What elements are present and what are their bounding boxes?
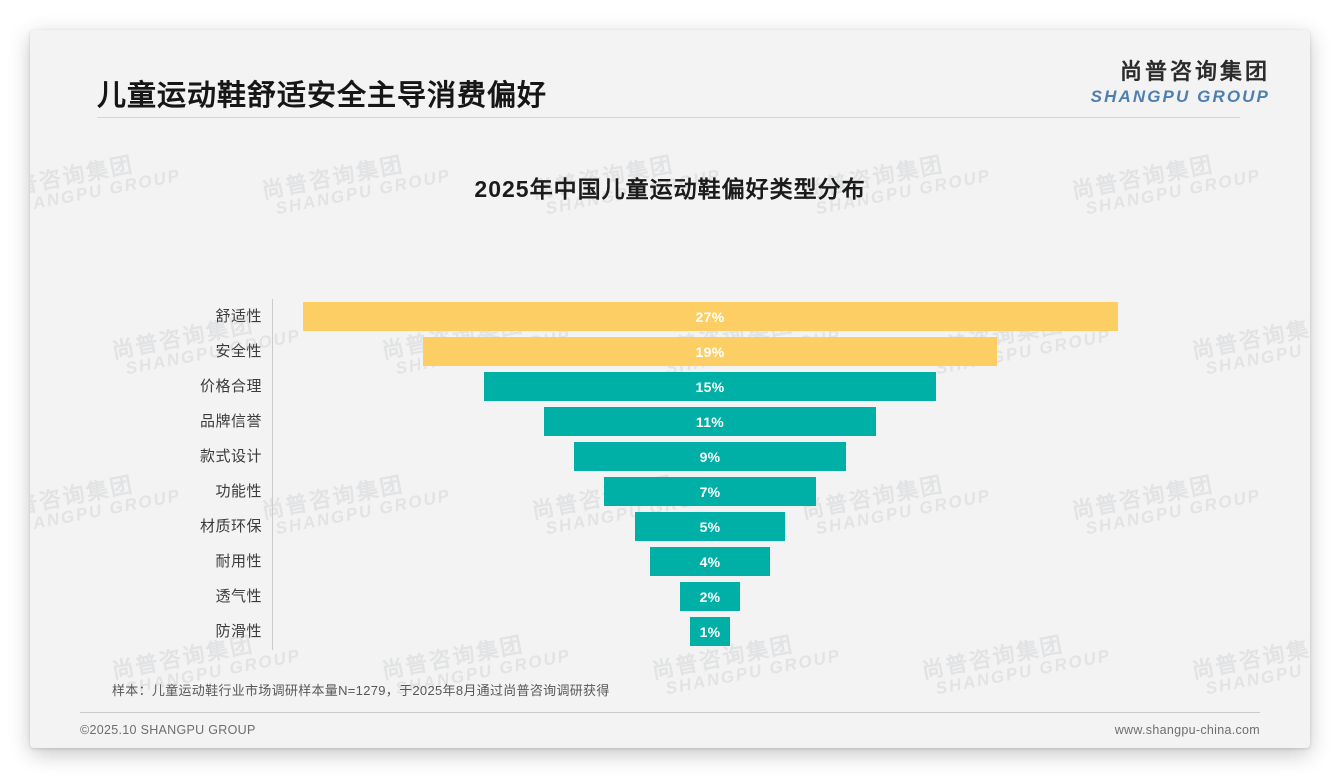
- category-label: 耐用性: [215, 553, 262, 570]
- bar-track: 9%: [273, 439, 1310, 474]
- category-label: 舒适性: [215, 308, 262, 325]
- chart-row: 款式设计 9%: [30, 439, 1310, 474]
- funnel-bar[interactable]: 4%: [649, 547, 771, 576]
- category-label: 价格合理: [199, 378, 262, 395]
- header-divider: [97, 117, 1240, 118]
- bar-track: 2%: [273, 579, 1310, 614]
- bar-track: 5%: [273, 509, 1310, 544]
- brand-logo-cn: 尚普咨询集团: [1119, 59, 1270, 84]
- chart-row: 价格合理 15%: [30, 369, 1310, 404]
- footer-copyright: ©2025.10 SHANGPU GROUP: [80, 723, 256, 737]
- chart-row: 材质环保 5%: [30, 509, 1310, 544]
- bar-track: 15%: [273, 369, 1310, 404]
- slide-card: 尚普咨询集团 SHANGPU GROUP 尚普咨询集团 SHANGPU GROUP 尚普…: [30, 30, 1310, 748]
- chart-row: 品牌信誉 11%: [30, 404, 1310, 439]
- category-label: 品牌信誉: [199, 413, 262, 430]
- page-title: 儿童运动鞋舒适安全主导消费偏好: [97, 80, 548, 112]
- bar-track: 27%: [273, 299, 1310, 334]
- bar-track: 19%: [273, 334, 1310, 369]
- funnel-bar[interactable]: 5%: [634, 512, 786, 541]
- bar-track: 11%: [273, 404, 1310, 439]
- funnel-bar[interactable]: 15%: [483, 372, 937, 401]
- bar-value-label: 4%: [699, 553, 721, 570]
- chart-rows: 舒适性 27% 安全性 19% 价格合理 15% 品牌信誉 11% 款式设计 9% 功能性 7% 材质环…: [30, 299, 1310, 649]
- sample-footnote: 样本：儿童运动鞋行业市场调研样本量N=1279，于2025年8月通过尚普咨询调研…: [112, 683, 610, 698]
- category-label: 款式设计: [199, 448, 262, 465]
- funnel-bar[interactable]: 19%: [423, 337, 997, 366]
- funnel-bar[interactable]: 9%: [574, 442, 846, 471]
- category-label: 功能性: [215, 483, 262, 500]
- bar-value-label: 19%: [695, 343, 725, 360]
- category-label: 安全性: [215, 343, 262, 360]
- funnel-bar[interactable]: 7%: [604, 477, 816, 506]
- chart-row: 功能性 7%: [30, 474, 1310, 509]
- funnel-bar[interactable]: 1%: [690, 617, 730, 646]
- chart-row: 安全性 19%: [30, 334, 1310, 369]
- bar-value-label: 1%: [699, 623, 721, 640]
- funnel-chart: 舒适性 27% 安全性 19% 价格合理 15% 品牌信誉 11% 款式设计 9% 功能性 7% 材质环…: [30, 268, 1310, 650]
- bar-track: 7%: [273, 474, 1310, 509]
- bar-track: 4%: [273, 544, 1310, 579]
- bar-value-label: 5%: [699, 518, 721, 535]
- bar-value-label: 9%: [699, 448, 721, 465]
- bar-value-label: 15%: [695, 378, 725, 395]
- brand-logo: 尚普咨询集团 SHANGPU GROUP: [1090, 59, 1270, 106]
- bar-value-label: 27%: [695, 308, 725, 325]
- chart-title: 2025年中国儿童运动鞋偏好类型分布: [474, 176, 866, 202]
- category-label: 材质环保: [199, 518, 262, 535]
- bar-track: 1%: [273, 614, 1310, 649]
- chart-row: 透气性 2%: [30, 579, 1310, 614]
- chart-row: 防滑性 1%: [30, 614, 1310, 649]
- chart-row: 耐用性 4%: [30, 544, 1310, 579]
- brand-logo-en: SHANGPU GROUP: [1090, 87, 1270, 106]
- funnel-bar[interactable]: 2%: [679, 582, 741, 611]
- category-label: 防滑性: [215, 623, 262, 640]
- category-label: 透气性: [215, 588, 262, 605]
- footer-divider: [80, 712, 1260, 713]
- funnel-bar[interactable]: 11%: [543, 407, 876, 436]
- category-axis-line: [272, 299, 273, 650]
- bar-value-label: 11%: [695, 413, 725, 430]
- slide-footer: ©2025.10 SHANGPU GROUP www.shangpu-china…: [30, 712, 1310, 748]
- bar-value-label: 2%: [699, 588, 721, 605]
- funnel-bar[interactable]: 27%: [302, 302, 1118, 331]
- slide-header: 儿童运动鞋舒适安全主导消费偏好 尚普咨询集团 SHANGPU GROUP: [30, 30, 1310, 120]
- bar-value-label: 7%: [699, 483, 721, 500]
- footer-website: www.shangpu-china.com: [1114, 723, 1260, 737]
- chart-row: 舒适性 27%: [30, 299, 1310, 334]
